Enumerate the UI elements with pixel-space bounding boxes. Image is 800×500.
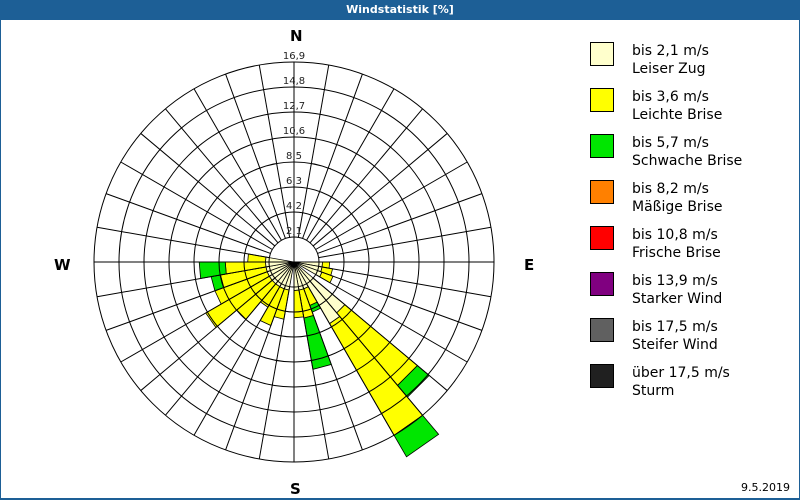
radial-tick-label: 16,9 xyxy=(283,51,305,62)
compass-west-label: W xyxy=(54,256,71,274)
grid-spoke xyxy=(306,88,395,241)
grid-spoke xyxy=(258,64,291,238)
legend-swatch xyxy=(590,88,614,112)
grid-spoke xyxy=(140,277,276,391)
legend-description: Mäßige Brise xyxy=(632,199,723,215)
chart-date: 9.5.2019 xyxy=(741,481,790,494)
grid-spoke xyxy=(302,285,363,451)
grid-spoke xyxy=(225,73,286,239)
legend-description: Leiser Zug xyxy=(632,61,706,77)
radial-tick-label: 6,3 xyxy=(286,176,302,187)
legend-swatch xyxy=(590,272,614,296)
radial-tick-label: 14,8 xyxy=(283,76,305,87)
legend-description: Frische Brise xyxy=(632,245,721,261)
grid-spoke xyxy=(297,64,330,238)
legend-description: Leichte Brise xyxy=(632,107,723,123)
grid-spoke xyxy=(306,283,395,436)
legend-speed: bis 3,6 m/s xyxy=(632,89,709,105)
grid-spoke xyxy=(309,280,423,416)
grid-spoke xyxy=(105,193,271,254)
grid-spoke xyxy=(165,280,279,416)
radial-tick-label: 8,5 xyxy=(286,151,302,162)
grid-spoke xyxy=(318,265,492,298)
legend-description: Steifer Wind xyxy=(632,337,718,353)
legend-description: Sturm xyxy=(632,383,675,399)
legend-speed: bis 17,5 m/s xyxy=(632,319,718,335)
legend-swatch xyxy=(590,180,614,204)
grid-spoke xyxy=(120,274,273,363)
compass-south-label: S xyxy=(290,480,301,498)
grid-spoke xyxy=(105,270,271,331)
legend-swatch xyxy=(590,318,614,342)
legend-speed: bis 10,8 m/s xyxy=(632,227,718,243)
grid-spoke xyxy=(193,88,282,241)
legend-swatch xyxy=(590,364,614,388)
chart-title: Windstatistik [%] xyxy=(0,0,800,20)
radial-tick-label: 4,2 xyxy=(286,201,302,212)
grid-spoke xyxy=(312,133,448,247)
radial-tick-label: 12,7 xyxy=(283,101,305,112)
polar-grid xyxy=(93,61,495,463)
radial-tick-label: 10,6 xyxy=(283,126,305,137)
legend-speed: bis 5,7 m/s xyxy=(632,135,709,151)
grid-spoke xyxy=(317,193,483,254)
grid-spoke xyxy=(165,108,279,244)
wind-rose-chart: 2,1 4,2 6,3 8,5 10,6 12,7 14,8 16,9 xyxy=(93,51,495,463)
legend-speed: bis 13,9 m/s xyxy=(632,273,718,289)
grid-spoke xyxy=(96,265,270,298)
grid-spoke xyxy=(225,285,286,451)
wind-sectors xyxy=(198,253,440,458)
grid-spoke xyxy=(258,286,291,460)
wind-sector xyxy=(393,414,440,458)
radial-tick-label: 2,1 xyxy=(286,226,302,237)
grid-spoke xyxy=(297,286,330,460)
legend-speed: bis 2,1 m/s xyxy=(632,43,709,59)
radial-tick-labels: 2,1 4,2 6,3 8,5 10,6 12,7 14,8 16,9 xyxy=(283,51,305,237)
grid-spoke xyxy=(315,274,468,363)
legend-swatch xyxy=(590,134,614,158)
grid-spoke xyxy=(120,161,273,250)
grid-spoke xyxy=(302,73,363,239)
grid-spoke xyxy=(317,270,483,331)
compass-east-label: E xyxy=(524,256,535,274)
legend-swatch xyxy=(590,226,614,250)
grid-spoke xyxy=(318,226,492,259)
legend-swatch xyxy=(590,42,614,66)
grid-spoke xyxy=(315,161,468,250)
bottom-border xyxy=(0,498,800,500)
grid-spoke xyxy=(193,283,282,436)
grid-spoke xyxy=(309,108,423,244)
legend-speed: über 17,5 m/s xyxy=(632,365,730,381)
legend-description: Schwache Brise xyxy=(632,153,743,169)
grid-spoke xyxy=(312,277,448,391)
legend-speed: bis 8,2 m/s xyxy=(632,181,709,197)
legend-description: Starker Wind xyxy=(632,291,723,307)
grid-spoke xyxy=(140,133,276,247)
compass-north-label: N xyxy=(290,27,303,45)
grid-spoke xyxy=(96,226,270,259)
